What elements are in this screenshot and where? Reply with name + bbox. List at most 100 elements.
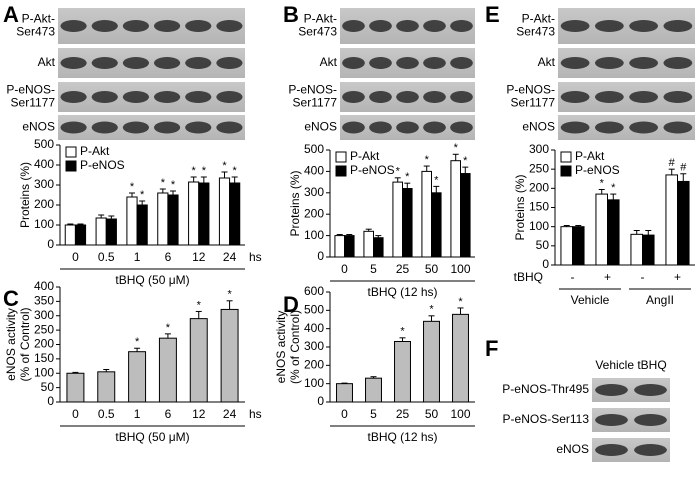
- error-bar: [139, 200, 146, 205]
- legend-swatch: [65, 146, 77, 158]
- blot-band: [60, 57, 87, 69]
- y-tick-label: 600: [304, 284, 324, 298]
- error-bar: [164, 333, 171, 339]
- x-unit: hs: [249, 407, 262, 421]
- blot-band: [122, 121, 150, 134]
- x-tick-label: -: [641, 270, 645, 284]
- y-tick-label: 400: [34, 279, 54, 293]
- panel-letter: D: [283, 292, 299, 317]
- y-tick-label: 200: [529, 181, 549, 195]
- blot-band: [342, 91, 365, 103]
- bar: [431, 192, 442, 258]
- blot-band: [595, 444, 628, 456]
- significance-marker: *: [463, 155, 468, 167]
- x-tick-label: 0: [341, 262, 348, 276]
- blot-band: [663, 20, 693, 32]
- error-bar: [394, 177, 401, 183]
- y-axis-label: (% of Control): [18, 307, 32, 381]
- blot-band: [60, 91, 87, 103]
- y-tick-label: 250: [529, 161, 549, 175]
- error-bar: [77, 223, 84, 225]
- y-tick-label: 350: [34, 294, 54, 308]
- blot-band: [122, 57, 150, 69]
- y-tick-label: 250: [34, 322, 54, 336]
- x-tick-label: 5: [370, 407, 377, 421]
- x-tick-label: 12: [192, 250, 206, 264]
- y-tick-label: 500: [304, 142, 324, 156]
- blot-band: [153, 57, 181, 69]
- error-bar: [195, 310, 202, 319]
- blot-band: [396, 121, 419, 134]
- x-axis-label: tBHQ (12 hs): [367, 430, 437, 444]
- blot-band: [369, 57, 392, 69]
- blot-label: Akt: [538, 55, 556, 69]
- x-tick-label: 50: [425, 262, 439, 276]
- bar: [392, 181, 403, 258]
- error-bar: [67, 223, 74, 225]
- blot-header: Vehicle tBHQ: [595, 358, 666, 372]
- y-tick-label: 0: [47, 237, 54, 251]
- y-tick-label: 150: [34, 351, 54, 365]
- blot-band: [595, 384, 628, 396]
- blot-band: [423, 57, 446, 69]
- significance-marker: *: [429, 304, 434, 316]
- bar: [95, 217, 107, 246]
- legend-label: P-Akt: [575, 149, 605, 163]
- blot-band: [342, 20, 365, 32]
- panel-letter: E: [485, 2, 500, 27]
- legend-label: P-eNOS: [350, 163, 395, 177]
- bar: [126, 196, 138, 246]
- significance-marker: *: [192, 165, 197, 177]
- blot-band: [342, 57, 365, 69]
- x-tick-label: 24: [223, 407, 237, 421]
- error-bar: [336, 234, 343, 236]
- blot-band: [185, 57, 212, 69]
- blot-band: [91, 91, 118, 103]
- blot-band: [396, 91, 419, 103]
- x-tick-label: 12: [192, 407, 206, 421]
- x-tick-label: 0.5: [98, 407, 115, 421]
- significance-marker: *: [130, 181, 135, 193]
- y-tick-label: 300: [34, 177, 54, 191]
- blot-label: Akt: [38, 55, 56, 69]
- error-bar: [108, 215, 115, 219]
- blot-band: [91, 57, 118, 69]
- error-bar: [128, 192, 135, 197]
- bar: [642, 234, 655, 266]
- error-bar: [341, 382, 348, 384]
- blot-band: [594, 57, 624, 69]
- blot-label: Ser1177: [11, 96, 56, 110]
- blot-band: [185, 20, 212, 32]
- blot-band: [560, 20, 590, 32]
- x-tick-label: +: [674, 270, 681, 284]
- significance-marker: *: [197, 299, 202, 311]
- group-label: AngII: [646, 293, 674, 307]
- blot-label: P-eNOS-Ser113: [503, 412, 590, 426]
- blot-band: [560, 57, 590, 69]
- blot-band: [122, 91, 150, 103]
- blot-band: [634, 384, 667, 396]
- bar: [198, 182, 210, 246]
- legend-label: P-eNOS: [575, 163, 620, 177]
- blot-band: [594, 20, 624, 32]
- blot-band: [629, 91, 659, 103]
- bar: [363, 230, 374, 258]
- y-tick-label: 200: [304, 358, 324, 372]
- blot-band: [60, 20, 87, 32]
- blot-band: [560, 91, 590, 103]
- blot-band: [450, 57, 473, 69]
- blot-label: P-Akt-: [304, 12, 337, 26]
- x-tick-label: 50: [425, 407, 439, 421]
- bar: [157, 192, 169, 246]
- x-tick-label: 6: [165, 407, 172, 421]
- y-tick-label: 100: [34, 217, 54, 231]
- bar: [74, 224, 87, 246]
- x-tick-label: 25: [396, 407, 410, 421]
- y-tick-label: 200: [304, 206, 324, 220]
- x-axis-label: tBHQ (50 μM): [115, 430, 189, 444]
- error-bar: [598, 188, 605, 195]
- y-tick-label: 100: [34, 365, 54, 379]
- bar: [423, 320, 440, 403]
- blot-band: [185, 121, 212, 134]
- blot-label: Ser473: [516, 25, 555, 39]
